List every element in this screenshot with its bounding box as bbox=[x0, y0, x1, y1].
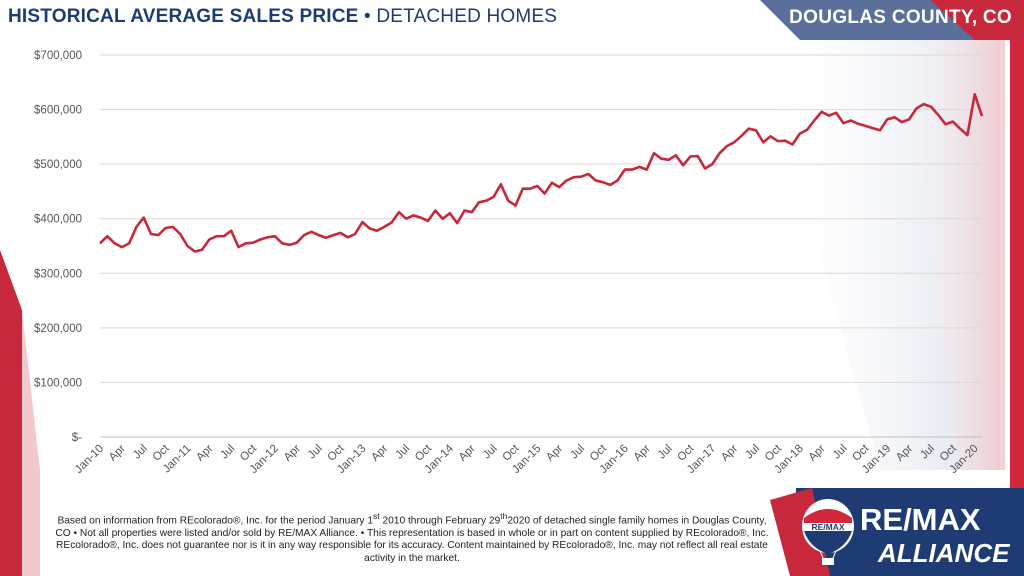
x-tick-label: Jul bbox=[306, 443, 325, 462]
x-tick-label: Jul bbox=[218, 443, 237, 462]
x-tick-label: Jul bbox=[831, 443, 850, 462]
y-tick-label: $600,000 bbox=[34, 105, 82, 117]
x-tick-label: Jul bbox=[568, 443, 587, 462]
x-tick-label: Jul bbox=[918, 443, 937, 462]
y-tick-label: $200,000 bbox=[34, 323, 82, 335]
series-line-average-price bbox=[99, 93, 984, 253]
logo-navy-block bbox=[796, 488, 1024, 576]
footnote-sup-1: st bbox=[373, 511, 380, 521]
x-tick-label: Jul bbox=[131, 443, 150, 462]
x-tick-label: Apr bbox=[894, 443, 915, 464]
grid-lines bbox=[100, 54, 982, 438]
x-tick-label: Apr bbox=[194, 443, 215, 464]
title-separator: • bbox=[358, 6, 377, 27]
x-tick-label: Apr bbox=[719, 443, 740, 464]
footnote-part-1: Based on information from REcolorado®, I… bbox=[57, 515, 373, 527]
x-tick-label: Apr bbox=[544, 443, 565, 464]
y-tick-label: $- bbox=[72, 432, 82, 444]
x-tick-label: Apr bbox=[807, 443, 828, 464]
corner-red-shape bbox=[930, 0, 1024, 40]
brand-remax: RE/MAX bbox=[860, 502, 981, 537]
footnote-part-2: 2010 through February 29 bbox=[379, 515, 501, 527]
x-tick-label: Jan-10 bbox=[73, 443, 106, 476]
y-tick-label: $300,000 bbox=[34, 268, 82, 280]
balloon-text: RE/MAX bbox=[811, 522, 844, 532]
title-subtitle: DETACHED HOMES bbox=[376, 6, 558, 27]
x-tick-label: Jul bbox=[393, 443, 412, 462]
right-red-stripe bbox=[1010, 40, 1024, 500]
left-red-stripe-light bbox=[22, 310, 40, 576]
x-tick-label: Apr bbox=[457, 443, 478, 464]
footnote-sup-2: th bbox=[500, 511, 508, 521]
remax-alliance-logo: RE/MAX RE/MAX ALLIANCE bbox=[802, 499, 1010, 568]
y-tick-label: $700,000 bbox=[34, 50, 82, 62]
x-tick-label: Apr bbox=[369, 443, 390, 464]
brand-alliance: ALLIANCE bbox=[877, 538, 1010, 568]
y-tick-label: $500,000 bbox=[34, 159, 82, 171]
x-tick-label: Apr bbox=[107, 443, 128, 464]
x-tick-label: Apr bbox=[282, 443, 303, 464]
footnote-part-3: 2020 of detached single family homes in … bbox=[55, 515, 769, 564]
y-tick-label: $100,000 bbox=[34, 377, 82, 389]
x-tick-label: Jul bbox=[481, 443, 500, 462]
x-tick-label: Jul bbox=[656, 443, 675, 462]
left-red-stripe bbox=[0, 250, 22, 576]
y-tick-label: $400,000 bbox=[34, 214, 82, 226]
y-axis-labels: $- $100,000 $200,000 $300,000 $400,000 $500,0… bbox=[34, 50, 82, 444]
source-footnote: Based on information from REcolorado®, I… bbox=[52, 510, 772, 565]
county-label: DOUGLAS COUNTY, CO bbox=[789, 7, 1012, 28]
right-fade-red bbox=[900, 40, 1005, 470]
page-title: HISTORICAL AVERAGE SALES PRICE • DETACHE… bbox=[8, 6, 557, 28]
title-main: HISTORICAL AVERAGE SALES PRICE bbox=[8, 6, 359, 27]
x-tick-label: Jul bbox=[743, 443, 762, 462]
x-tick-label: Apr bbox=[632, 443, 653, 464]
balloon-icon: RE/MAX bbox=[802, 499, 854, 565]
